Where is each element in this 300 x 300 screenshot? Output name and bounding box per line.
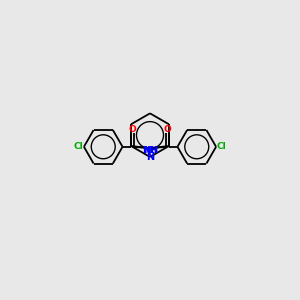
Text: Cl: Cl xyxy=(74,142,83,151)
Text: NH: NH xyxy=(143,146,158,155)
Text: NH: NH xyxy=(142,146,157,155)
Text: Cl: Cl xyxy=(217,142,226,151)
Text: O: O xyxy=(129,125,136,134)
Text: O: O xyxy=(164,125,171,134)
Text: N: N xyxy=(146,152,154,162)
